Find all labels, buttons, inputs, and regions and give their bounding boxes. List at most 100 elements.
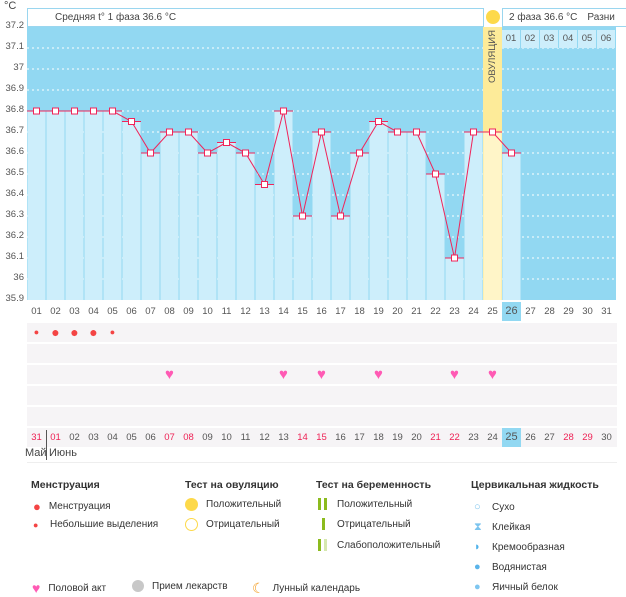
cycle-day[interactable]: 02 bbox=[50, 306, 61, 317]
cycle-day[interactable]: 31 bbox=[601, 306, 612, 317]
temperature-point[interactable] bbox=[90, 107, 97, 115]
cycle-day[interactable]: 30 bbox=[582, 306, 593, 317]
menstruation-drop-icon[interactable]: ● bbox=[70, 324, 79, 340]
cycle-day[interactable]: 14 bbox=[278, 306, 289, 317]
calendar-date[interactable]: 23 bbox=[468, 432, 479, 443]
calendar-date[interactable]: 01 bbox=[50, 432, 61, 443]
temperature-point[interactable] bbox=[223, 139, 230, 146]
cycle-day[interactable]: 22 bbox=[430, 306, 441, 317]
temperature-point[interactable] bbox=[394, 128, 401, 136]
calendar-date[interactable]: 06 bbox=[145, 432, 156, 443]
calendar-date[interactable]: 29 bbox=[582, 432, 593, 443]
heart-icon[interactable]: ♥ bbox=[488, 366, 497, 383]
temperature-point[interactable] bbox=[71, 107, 78, 115]
calendar-date[interactable]: 05 bbox=[126, 432, 137, 443]
temperature-point[interactable] bbox=[356, 149, 363, 157]
heart-icon[interactable]: ♥ bbox=[374, 366, 383, 383]
temperature-point[interactable] bbox=[299, 212, 306, 220]
menstruation-drop-icon[interactable]: ● bbox=[109, 327, 116, 337]
cycle-day[interactable]: 16 bbox=[316, 306, 327, 317]
temperature-point[interactable] bbox=[508, 149, 515, 157]
calendar-date[interactable]: 08 bbox=[183, 432, 194, 443]
temperature-point[interactable] bbox=[166, 128, 173, 136]
temperature-point[interactable] bbox=[432, 170, 439, 178]
temperature-point[interactable] bbox=[52, 107, 59, 115]
menstruation-drop-icon[interactable]: ● bbox=[33, 327, 40, 337]
temperature-point[interactable] bbox=[242, 149, 249, 157]
temperature-point[interactable] bbox=[470, 128, 477, 136]
cycle-day[interactable]: 11 bbox=[221, 306, 232, 317]
calendar-date[interactable]: 26 bbox=[525, 432, 536, 443]
calendar-date[interactable]: 10 bbox=[221, 432, 232, 443]
temperature-point[interactable] bbox=[109, 107, 116, 115]
calendar-date[interactable]: 28 bbox=[563, 432, 574, 443]
calendar-date[interactable]: 04 bbox=[107, 432, 118, 443]
cycle-day[interactable]: 03 bbox=[69, 306, 80, 317]
calendar-date[interactable]: 13 bbox=[278, 432, 289, 443]
heart-icon[interactable]: ♥ bbox=[450, 366, 459, 383]
cycle-day[interactable]: 27 bbox=[525, 306, 536, 317]
cycle-day[interactable]: 20 bbox=[392, 306, 403, 317]
calendar-date[interactable]: 09 bbox=[202, 432, 213, 443]
y-tick-label: 36.2 bbox=[5, 230, 25, 241]
temperature-point[interactable] bbox=[375, 118, 382, 125]
calendar-date[interactable]: 30 bbox=[601, 432, 612, 443]
cycle-day[interactable]: 17 bbox=[335, 306, 346, 317]
calendar-date[interactable]: 18 bbox=[373, 432, 384, 443]
calendar-date[interactable]: 21 bbox=[430, 432, 441, 443]
cycle-day[interactable]: 06 bbox=[126, 306, 137, 317]
cycle-day[interactable]: 05 bbox=[107, 306, 118, 317]
heart-icon[interactable]: ♥ bbox=[279, 366, 288, 383]
cycle-day[interactable]: 25 bbox=[487, 306, 498, 317]
cycle-day[interactable]: 10 bbox=[202, 306, 213, 317]
cycle-day[interactable]: 07 bbox=[145, 306, 156, 317]
temperature-point[interactable] bbox=[413, 128, 420, 136]
temperature-point[interactable] bbox=[185, 128, 192, 136]
temperature-point[interactable] bbox=[261, 181, 268, 188]
cycle-day[interactable]: 13 bbox=[259, 306, 270, 317]
calendar-date[interactable]: 07 bbox=[164, 432, 175, 443]
temperature-point[interactable] bbox=[337, 212, 344, 220]
cycle-day[interactable]: 21 bbox=[411, 306, 422, 317]
calendar-date[interactable]: 19 bbox=[392, 432, 403, 443]
calendar-date[interactable]: 15 bbox=[316, 432, 327, 443]
calendar-date[interactable]: 03 bbox=[88, 432, 99, 443]
cycle-day[interactable]: 18 bbox=[354, 306, 365, 317]
temperature-point[interactable] bbox=[128, 118, 135, 125]
heart-icon[interactable]: ♥ bbox=[165, 366, 174, 383]
calendar-date[interactable]: 24 bbox=[487, 432, 498, 443]
calendar-date[interactable]: 14 bbox=[297, 432, 308, 443]
cycle-day[interactable]: 09 bbox=[183, 306, 194, 317]
cycle-day[interactable]: 26 bbox=[502, 302, 521, 321]
calendar-date[interactable]: 25 bbox=[502, 428, 521, 447]
calendar-date[interactable]: 17 bbox=[354, 432, 365, 443]
cycle-day[interactable]: 12 bbox=[240, 306, 251, 317]
cycle-day[interactable]: 08 bbox=[164, 306, 175, 317]
calendar-date[interactable]: 16 bbox=[335, 432, 346, 443]
cycle-day[interactable]: 15 bbox=[297, 306, 308, 317]
temperature-point[interactable] bbox=[280, 107, 287, 115]
cycle-day[interactable]: 01 bbox=[31, 306, 42, 317]
calendar-date[interactable]: 31 bbox=[31, 432, 42, 443]
cycle-day[interactable]: 29 bbox=[563, 306, 574, 317]
calendar-date[interactable]: 02 bbox=[69, 432, 80, 443]
temperature-point[interactable] bbox=[451, 254, 458, 262]
calendar-date[interactable]: 11 bbox=[240, 432, 251, 443]
cycle-day[interactable]: 23 bbox=[449, 306, 460, 317]
cycle-day[interactable]: 04 bbox=[88, 306, 99, 317]
temperature-point[interactable] bbox=[33, 107, 40, 115]
cycle-day[interactable]: 24 bbox=[468, 306, 479, 317]
temperature-point[interactable] bbox=[204, 149, 211, 157]
heart-icon[interactable]: ♥ bbox=[317, 366, 326, 383]
temperature-point[interactable] bbox=[147, 149, 154, 157]
temperature-point[interactable] bbox=[489, 128, 496, 136]
calendar-date[interactable]: 27 bbox=[544, 432, 555, 443]
calendar-date[interactable]: 12 bbox=[259, 432, 270, 443]
calendar-date[interactable]: 20 bbox=[411, 432, 422, 443]
menstruation-drop-icon[interactable]: ● bbox=[51, 324, 60, 340]
calendar-date[interactable]: 22 bbox=[449, 432, 460, 443]
temperature-point[interactable] bbox=[318, 128, 325, 136]
cycle-day[interactable]: 28 bbox=[544, 306, 555, 317]
cycle-day[interactable]: 19 bbox=[373, 306, 384, 317]
menstruation-drop-icon[interactable]: ● bbox=[89, 324, 98, 340]
